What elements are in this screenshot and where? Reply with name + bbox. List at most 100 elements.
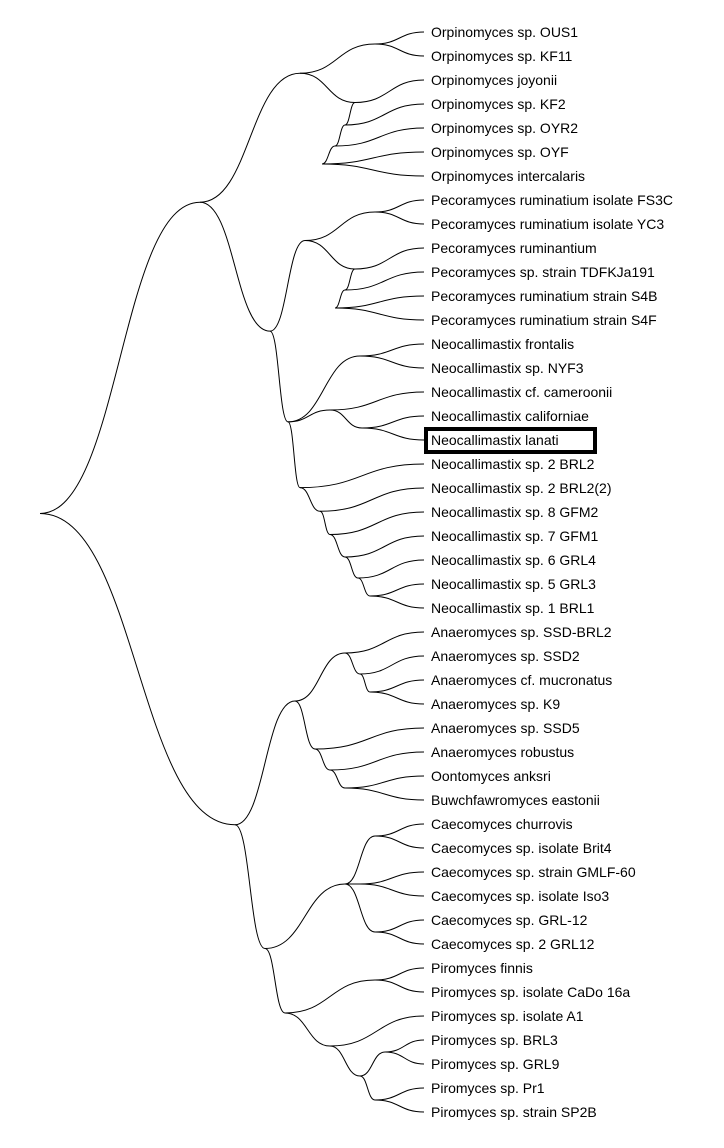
tip-branch — [374, 199, 425, 213]
leaf-label: Pecoramyces ruminantium — [431, 240, 597, 256]
internal-branch — [329, 1045, 361, 1077]
leaf-label: Anaeromyces robustus — [431, 744, 574, 760]
internal-branch — [314, 748, 331, 771]
tip-branch — [334, 127, 425, 147]
tip-branch — [361, 415, 425, 429]
leaf-label: Caecomyces sp. GRL-12 — [431, 912, 588, 928]
internal-branch — [287, 409, 331, 423]
tip-branch — [344, 535, 425, 558]
internal-branch — [287, 421, 301, 489]
leaf-label: Neocallimastix sp. 7 GFM1 — [431, 528, 598, 544]
internal-branch — [264, 948, 286, 1014]
tip-branch — [344, 787, 425, 801]
leaf-label: Piromyces finnis — [431, 960, 533, 976]
tip-branch — [369, 595, 425, 609]
leaf-label: Orpinomyces sp. KF11 — [431, 48, 573, 64]
tip-branch — [361, 427, 425, 441]
leaf-label: Pecoramyces ruminatium strain S4F — [431, 312, 657, 328]
tip-branch — [374, 979, 425, 993]
internal-branch — [344, 652, 361, 675]
leaf-labels: Orpinomyces sp. OUS1 Orpinomyces sp. KF11… — [424, 24, 673, 1120]
leaf-label: Pecoramyces sp. strain TDFKJa191 — [431, 264, 655, 280]
internal-branch — [284, 979, 376, 1014]
internal-branch — [344, 556, 359, 579]
tip-branch — [359, 655, 425, 675]
leaf-label: Neocallimastix sp. 6 GRL4 — [431, 552, 596, 568]
tip-branch — [359, 883, 425, 897]
leaf-label: Neocallimastix sp. 1 BRL1 — [431, 600, 595, 616]
internal-branch — [329, 534, 346, 558]
tip-branch — [374, 31, 425, 45]
tip-branch — [384, 1051, 425, 1065]
internal-branch — [284, 1012, 331, 1047]
leaf-label: Anaeromyces sp. SSD2 — [431, 648, 580, 664]
internal-branch — [329, 769, 346, 789]
tip-branch — [357, 559, 425, 579]
leaf-label: Buwchfawromyces eastonii — [431, 792, 600, 808]
tip-branch — [329, 751, 425, 771]
leaf-label: Neocallimastix sp. 2 BRL2 — [431, 456, 595, 472]
leaf-label: Pecoramyces ruminatium strain S4B — [431, 288, 657, 304]
leaf-label: Oontomyces anksri — [431, 768, 551, 784]
internal-branch — [304, 240, 356, 270]
tip-branch — [334, 295, 425, 309]
leaf-label: Caecomyces churrovis — [431, 816, 573, 832]
leaf-label: Caecomyces sp. strain GMLF-60 — [431, 864, 636, 880]
tip-branch — [374, 919, 425, 933]
leaf-label: Orpinomyces intercalaris — [431, 168, 585, 184]
internal-branch — [199, 201, 271, 332]
internal-branch — [299, 487, 321, 512]
internal-branch — [287, 355, 361, 423]
internal-branch — [269, 240, 306, 332]
leaf-label: Anaeromyces sp. K9 — [431, 696, 560, 712]
tree-branches — [39, 31, 425, 1113]
leaf-label: Caecomyces sp. isolate Brit4 — [431, 840, 612, 856]
tip-branch — [344, 271, 425, 291]
leaf-label: Piromyces sp. isolate CaDo 16a — [431, 984, 630, 1000]
leaf-label: Anaeromyces sp. SSD-BRL2 — [431, 624, 612, 640]
internal-branch — [199, 72, 301, 203]
leaf-label: Piromyces sp. isolate A1 — [431, 1008, 584, 1024]
leaf-label: Neocallimastix californiae — [431, 408, 589, 424]
tip-branch — [314, 727, 425, 750]
tip-branch — [374, 43, 425, 57]
internal-branch — [299, 43, 376, 74]
leaf-label: Orpinomyces sp. OYF — [431, 144, 569, 160]
internal-branch — [334, 124, 346, 147]
internal-branch — [321, 145, 336, 165]
internal-branch — [294, 652, 346, 702]
tip-branch — [359, 343, 425, 357]
tip-branch — [299, 463, 425, 489]
leaf-label: Caecomyces sp. isolate Iso3 — [431, 888, 609, 904]
internal-branch — [334, 289, 346, 309]
tip-branch — [329, 391, 425, 411]
leaf-label: Neocallimastix cf. cameroonii — [431, 384, 612, 400]
tip-branch — [344, 103, 425, 126]
internal-branch — [234, 824, 266, 949]
tip-branch — [319, 487, 425, 512]
leaf-label: Piromyces sp. Pr1 — [431, 1080, 545, 1096]
internal-branch — [359, 1075, 376, 1101]
internal-branch — [359, 1051, 386, 1077]
leaf-label: Neocallimastix sp. 2 BRL2(2) — [431, 480, 612, 496]
internal-branch — [319, 510, 331, 535]
leaf-label: Orpinomyces sp. OUS1 — [431, 24, 578, 40]
internal-branch — [359, 673, 371, 693]
internal-branch — [344, 883, 376, 933]
highlight-box — [424, 427, 597, 454]
tip-branch — [384, 1039, 425, 1053]
internal-branch — [357, 577, 371, 597]
internal-branch — [269, 330, 289, 423]
tip-branch — [374, 967, 425, 981]
leaf-label: Neocallimastix sp. 8 GFM2 — [431, 504, 598, 520]
tip-branch — [374, 1087, 425, 1101]
internal-branch — [299, 72, 356, 103]
tip-branch — [321, 163, 425, 177]
leaf-label: Anaeromyces cf. mucronatus — [431, 672, 612, 688]
leaf-label: Neocallimastix lanati — [431, 432, 559, 448]
tip-branch — [374, 823, 425, 837]
leaf-label: Orpinomyces sp. KF2 — [431, 96, 566, 112]
leaf-label: Neocallimastix frontalis — [431, 336, 574, 352]
internal-branch — [329, 409, 363, 429]
tip-branch — [374, 835, 425, 849]
